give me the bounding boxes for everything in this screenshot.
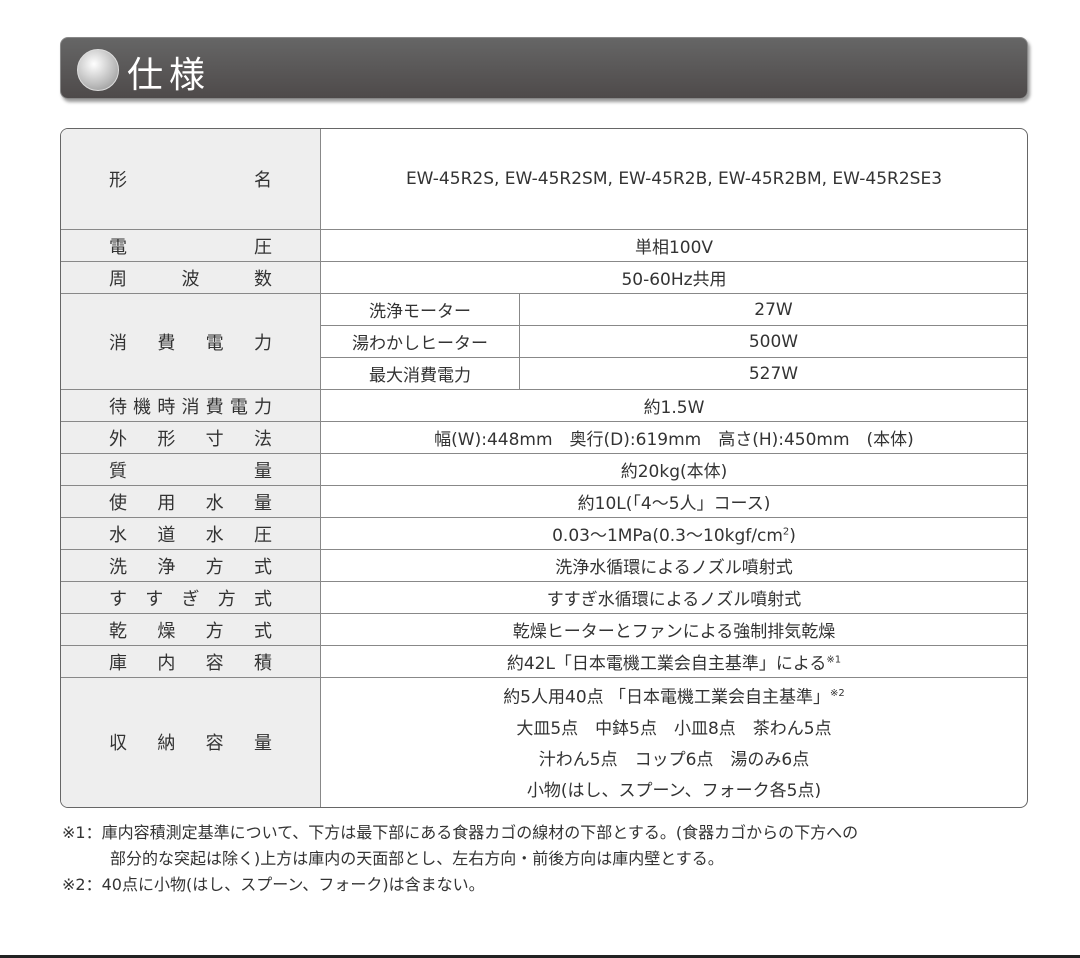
storage-line: 小物(はし、スプーン、フォーク各5点)	[526, 780, 822, 801]
value-tail: )	[789, 526, 796, 546]
table-row: 消費電力 洗浄モーター 27W	[61, 294, 1027, 390]
row-label: 形名	[61, 129, 321, 230]
row-label: 電圧	[61, 230, 321, 262]
row-value: 0.03～1MPa(0.3～10kgf/cm2)	[321, 518, 1027, 550]
superscript: 2	[782, 526, 790, 538]
row-label: 消費電力	[61, 294, 321, 390]
row-value: 幅(W):448mm 奥行(D):619mm 高さ(H):450mm (本体)	[321, 422, 1027, 454]
sub-label: 最大消費電力	[321, 358, 520, 390]
storage-text: 約5人用40点 「日本電機工業会自主基準」	[503, 687, 831, 708]
row-value: 約5人用40点 「日本電機工業会自主基準」※2 大皿5点 中鉢5点 小皿8点 茶…	[321, 678, 1027, 807]
sub-label: 洗浄モーター	[321, 294, 520, 326]
bottom-divider	[0, 955, 1080, 958]
table-row: 乾燥方式 乾燥ヒーターとファンによる強制排気乾燥	[61, 614, 1027, 646]
table-row: 使用水量 約10L(「4～5人」コース)	[61, 486, 1027, 518]
bullet-circle-icon	[77, 49, 119, 91]
table-row: 外形寸法 幅(W):448mm 奥行(D):619mm 高さ(H):450mm (…	[61, 422, 1027, 454]
row-value: 500W	[520, 326, 1027, 358]
row-label: 収納容量	[61, 678, 321, 807]
row-value: 27W	[520, 294, 1027, 326]
table-row: 待機時消費電力 約1.5W	[61, 390, 1027, 422]
table-row: 最大消費電力 527W	[61, 358, 1027, 390]
row-label: すすぎ方式	[61, 582, 321, 614]
row-label: 使用水量	[61, 486, 321, 518]
row-label: 質量	[61, 454, 321, 486]
table-row: 洗浄方式 洗浄水循環によるノズル噴射式	[61, 550, 1027, 582]
storage-line: 大皿5点 中鉢5点 小皿8点 茶わん5点	[516, 718, 832, 739]
row-value: 約1.5W	[321, 390, 1027, 422]
row-label: 周波数	[61, 262, 321, 294]
spec-table: 形名 EW-45R2S, EW-45R2SM, EW-45R2B, EW-45R2…	[60, 128, 1028, 808]
table-row: 湯わかしヒーター 500W	[61, 326, 1027, 358]
row-label: 外形寸法	[61, 422, 321, 454]
table-row: 周波数 50-60Hz共用	[61, 262, 1027, 294]
row-value: 527W	[520, 358, 1027, 390]
row-label: 水道水圧	[61, 518, 321, 550]
table-row: 水道水圧 0.03～1MPa(0.3～10kgf/cm2)	[61, 518, 1027, 550]
footnote-ref: ※1	[826, 654, 842, 666]
row-value: 約42L「日本電機工業会自主基準」による※1	[321, 646, 1027, 678]
row-value: 約10L(「4～5人」コース)	[321, 486, 1027, 518]
section-header: 仕様	[60, 37, 1028, 99]
row-value: 洗浄水循環によるノズル噴射式	[321, 550, 1027, 582]
row-value: 単相100V	[321, 230, 1027, 262]
row-value: すすぎ水循環によるノズル噴射式	[321, 582, 1027, 614]
footnote-2: ※2：40点に小物(はし、スプーン、フォーク)は含まない。	[62, 875, 485, 894]
sub-label: 湯わかしヒーター	[321, 326, 520, 358]
table-row: 質量 約20kg(本体)	[61, 454, 1027, 486]
storage-line: 汁わん5点 コップ6点 湯のみ6点	[538, 749, 810, 770]
table-row: 形名 EW-45R2S, EW-45R2SM, EW-45R2B, EW-45R2…	[61, 129, 1027, 230]
value-text: 0.03～1MPa(0.3～10kgf/cm	[552, 526, 783, 546]
storage-line: 約5人用40点 「日本電機工業会自主基準」※2	[321, 678, 1027, 714]
row-label: 洗浄方式	[61, 550, 321, 582]
row-value: EW-45R2S, EW-45R2SM, EW-45R2B, EW-45R2BM…	[321, 129, 1027, 230]
row-label: 待機時消費電力	[61, 390, 321, 422]
table-row: すすぎ方式 すすぎ水循環によるノズル噴射式	[61, 582, 1027, 614]
footnotes: ※1：庫内容積測定基準について、下方は最下部にある食器カゴの線材の下部とする。(…	[62, 820, 858, 898]
table-row: 電圧 単相100V	[61, 230, 1027, 262]
footnote-1: ※1：庫内容積測定基準について、下方は最下部にある食器カゴの線材の下部とする。(…	[62, 823, 859, 842]
value-text: 約42L「日本電機工業会自主基準」による	[506, 654, 827, 674]
table-row: 収納容量 約5人用40点 「日本電機工業会自主基準」※2 大皿5点 中鉢5点 小…	[61, 678, 1027, 807]
table-row: 庫内容積 約42L「日本電機工業会自主基準」による※1	[61, 646, 1027, 678]
footnote-1-cont: 部分的な突起は除く)上方は庫内の天面部とし、左右方向・前後方向は庫内壁とする。	[110, 849, 724, 868]
row-label: 乾燥方式	[61, 614, 321, 646]
row-value: 乾燥ヒーターとファンによる強制排気乾燥	[321, 614, 1027, 646]
row-value: 約20kg(本体)	[321, 454, 1027, 486]
section-title: 仕様	[127, 55, 212, 96]
row-value: 50-60Hz共用	[321, 262, 1027, 294]
footnote-ref: ※2	[830, 688, 845, 699]
row-label: 庫内容積	[61, 646, 321, 678]
